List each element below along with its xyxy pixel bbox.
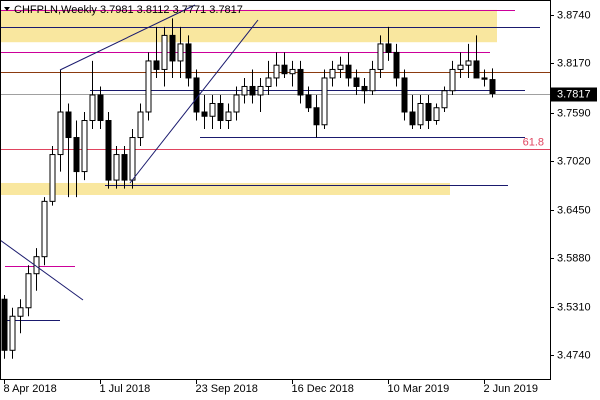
trend-line	[59, 4, 196, 71]
candle-body	[209, 102, 216, 117]
candle-body	[329, 68, 336, 79]
candle-body	[433, 107, 440, 122]
candle-body	[217, 102, 224, 122]
plot-area: 61.8	[0, 9, 550, 359]
candle-body	[1, 298, 8, 351]
y-tick-label: 3.8740	[557, 9, 591, 21]
level-label: 61.8	[523, 136, 544, 148]
zone	[0, 182, 450, 195]
x-tick-label: 10 Mar 2019	[388, 383, 450, 395]
candle-body	[313, 107, 320, 126]
trend-line	[129, 19, 259, 184]
candle-body	[321, 77, 328, 126]
candle-body	[401, 77, 408, 113]
x-tick-label: 8 Apr 2018	[4, 383, 57, 395]
candle-body	[241, 85, 248, 96]
candle-body	[409, 111, 416, 126]
candle-body	[193, 77, 200, 113]
candle-body	[57, 111, 64, 156]
last-price-tag	[551, 87, 597, 102]
candle-body	[185, 43, 192, 79]
candle-body	[89, 94, 96, 122]
candle-body	[273, 64, 280, 79]
y-tick-label: 3.6450	[557, 204, 591, 216]
candle-body	[441, 90, 448, 109]
candle-body	[25, 273, 32, 309]
candle-body	[449, 68, 456, 92]
candle-body	[73, 137, 80, 173]
candle-body	[337, 64, 344, 70]
y-tick-label: 3.5880	[557, 252, 591, 264]
candle-body	[377, 43, 384, 70]
candle-body	[81, 120, 88, 173]
candle-body	[129, 137, 136, 181]
candle-body	[137, 111, 144, 139]
candle-body	[457, 64, 464, 70]
candle-body	[369, 68, 376, 92]
candle-body	[481, 77, 488, 80]
candle-body	[105, 120, 112, 181]
candle-body	[417, 102, 424, 126]
candle-body	[281, 64, 288, 75]
candle-body	[153, 60, 160, 70]
zone	[0, 9, 497, 43]
candle-body	[233, 94, 240, 113]
y-tick-label: 3.5310	[557, 301, 591, 313]
x-tick-label: 2 Jun 2019	[484, 383, 538, 395]
candle-body	[425, 102, 432, 122]
candle-body	[473, 60, 480, 79]
candle-body	[305, 94, 312, 109]
candle-body	[65, 111, 72, 139]
candle-body	[393, 51, 400, 79]
candle-body	[17, 307, 24, 317]
y-tick-label: 3.8170	[557, 57, 591, 69]
candle-body	[353, 77, 360, 87]
last-price-label: 3.7817	[557, 88, 591, 100]
candle-body	[145, 60, 152, 113]
candle-body	[289, 68, 296, 75]
plot-border	[0, 0, 551, 380]
candle-body	[361, 85, 368, 92]
candle-body	[489, 79, 496, 95]
candle-body	[9, 315, 16, 351]
x-tick-label: 16 Dec 2018	[292, 383, 354, 395]
candle-body	[249, 85, 256, 96]
candle-body	[201, 111, 208, 117]
candle-body	[113, 154, 120, 181]
candle-body	[385, 43, 392, 53]
candle-body	[225, 111, 232, 122]
y-tick-label: 3.4740	[557, 349, 591, 361]
y-tick-label: 3.7020	[557, 155, 591, 167]
candle-body	[345, 64, 352, 79]
candle-body	[177, 43, 184, 62]
title-marker	[4, 7, 10, 11]
candle-body	[169, 34, 176, 62]
chart-title: CHFPLN,Weekly 3.7981 3.8112 3.7771 3.781…	[14, 4, 243, 16]
candle-body	[41, 200, 48, 258]
x-tick-label: 23 Sep 2018	[196, 383, 258, 395]
candle-body	[161, 34, 168, 70]
trend-line	[0, 239, 84, 301]
candle-body	[49, 154, 56, 202]
y-tick-label: 3.7590	[557, 107, 591, 119]
candle-body	[297, 68, 304, 96]
candle-body	[97, 94, 104, 122]
candle-body	[257, 85, 264, 96]
x-tick-label: 1 Jul 2018	[100, 383, 151, 395]
candle-body	[265, 77, 272, 87]
candle-body	[465, 60, 472, 66]
candle-body	[121, 154, 128, 181]
